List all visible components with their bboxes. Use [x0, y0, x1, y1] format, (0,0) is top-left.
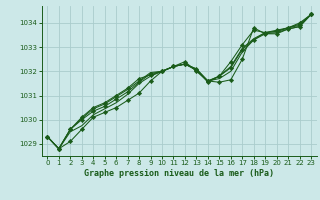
X-axis label: Graphe pression niveau de la mer (hPa): Graphe pression niveau de la mer (hPa)	[84, 169, 274, 178]
